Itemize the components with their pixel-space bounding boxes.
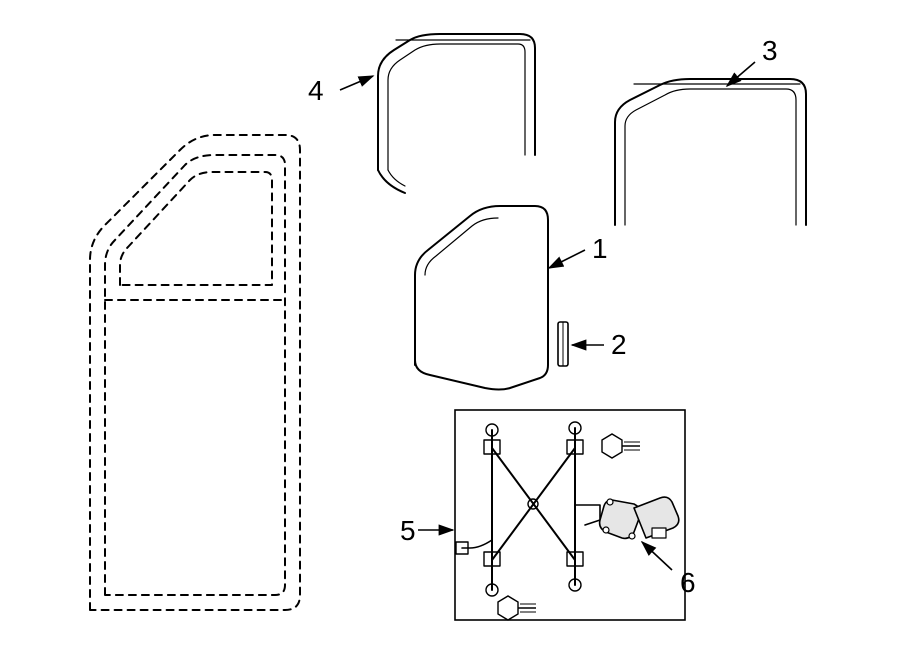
callout-label-2: 2 [611,329,627,360]
part-5-window-regulator [456,422,600,596]
callout-arrow-3 [727,62,755,86]
callout-arrow-6 [642,542,672,570]
callout-label-6: 6 [680,567,696,598]
callout-label-5: 5 [400,515,416,546]
door-panel-outline [90,135,300,610]
parts-diagram: 1 2 3 4 5 6 [0,0,900,661]
regulator-bolt-lower [498,596,536,620]
part-3-glass-run [615,79,806,225]
callout-arrow-4 [340,76,373,90]
part-6-window-motor [600,497,679,539]
part-2-filler [558,322,568,366]
regulator-bolt-upper [602,434,640,458]
callout-arrow-1 [549,250,585,268]
callout-label-3: 3 [762,35,778,66]
callout-label-4: 4 [308,75,324,106]
callout-label-1: 1 [592,233,608,264]
part-4-run-channel [378,34,535,193]
part-1-door-glass [415,206,548,390]
